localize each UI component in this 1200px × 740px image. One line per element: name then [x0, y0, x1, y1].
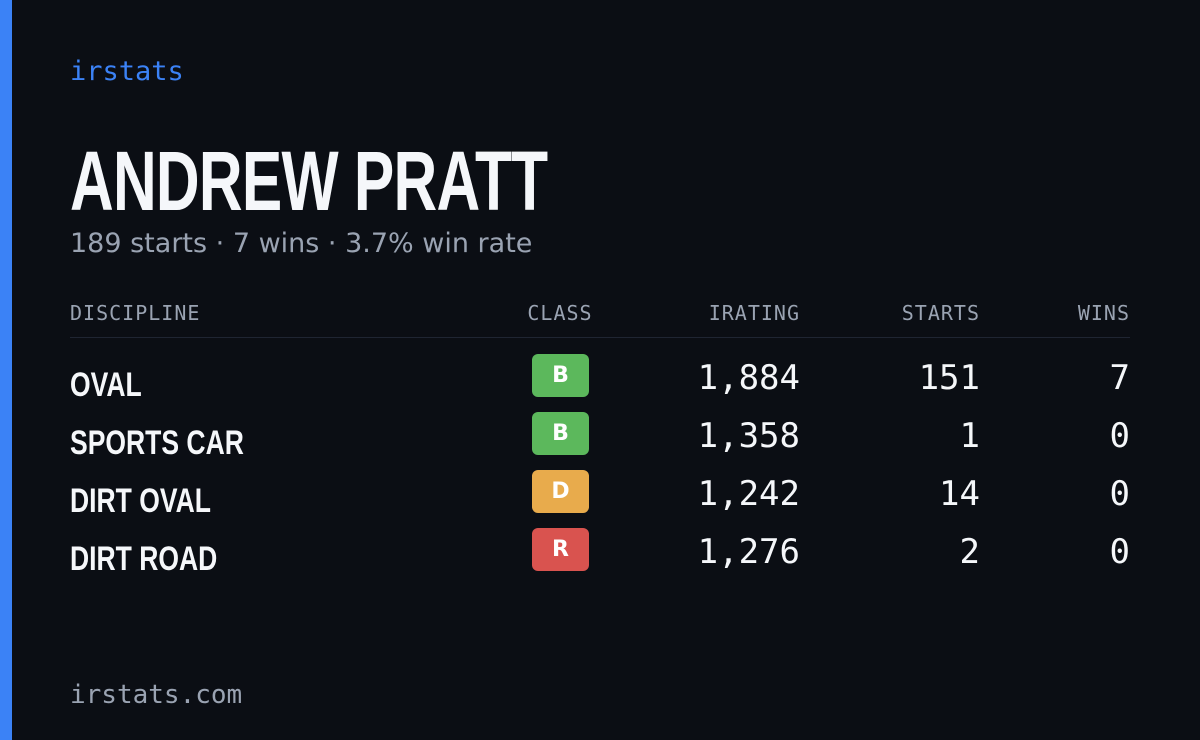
irating: 1,276 [697, 532, 800, 572]
header-rule [70, 337, 1130, 338]
brand: irstats [70, 56, 184, 87]
class-badge: D [532, 470, 589, 513]
class-badge: B [532, 412, 589, 455]
discipline: SPORTS CAR [70, 424, 244, 462]
column-header: IRATING [708, 301, 800, 325]
irating: 1,884 [697, 358, 800, 398]
wins: 0 [1109, 474, 1130, 514]
column-header: STARTS [901, 301, 980, 325]
driver-name: ANDREW PRATT [70, 134, 548, 228]
irating: 1,242 [697, 474, 800, 514]
summary: 189 starts · 7 wins · 3.7% win rate [70, 228, 533, 259]
class-badge: B [532, 354, 589, 397]
wins: 7 [1109, 358, 1130, 398]
starts: 2 [959, 532, 980, 572]
column-header: CLASS [527, 301, 593, 325]
accent-bar [0, 0, 12, 740]
discipline: OVAL [70, 366, 142, 404]
discipline: DIRT ROAD [70, 540, 218, 578]
wins: 0 [1109, 416, 1130, 456]
column-header: DISCIPLINE [70, 301, 201, 325]
starts: 151 [918, 358, 980, 398]
footer-url: irstats.com [70, 680, 243, 710]
discipline: DIRT OVAL [70, 482, 211, 520]
starts: 14 [939, 474, 980, 514]
starts: 1 [959, 416, 980, 456]
column-header: WINS [1077, 301, 1130, 325]
class-badge: R [532, 528, 589, 571]
wins: 0 [1109, 532, 1130, 572]
irating: 1,358 [697, 416, 800, 456]
